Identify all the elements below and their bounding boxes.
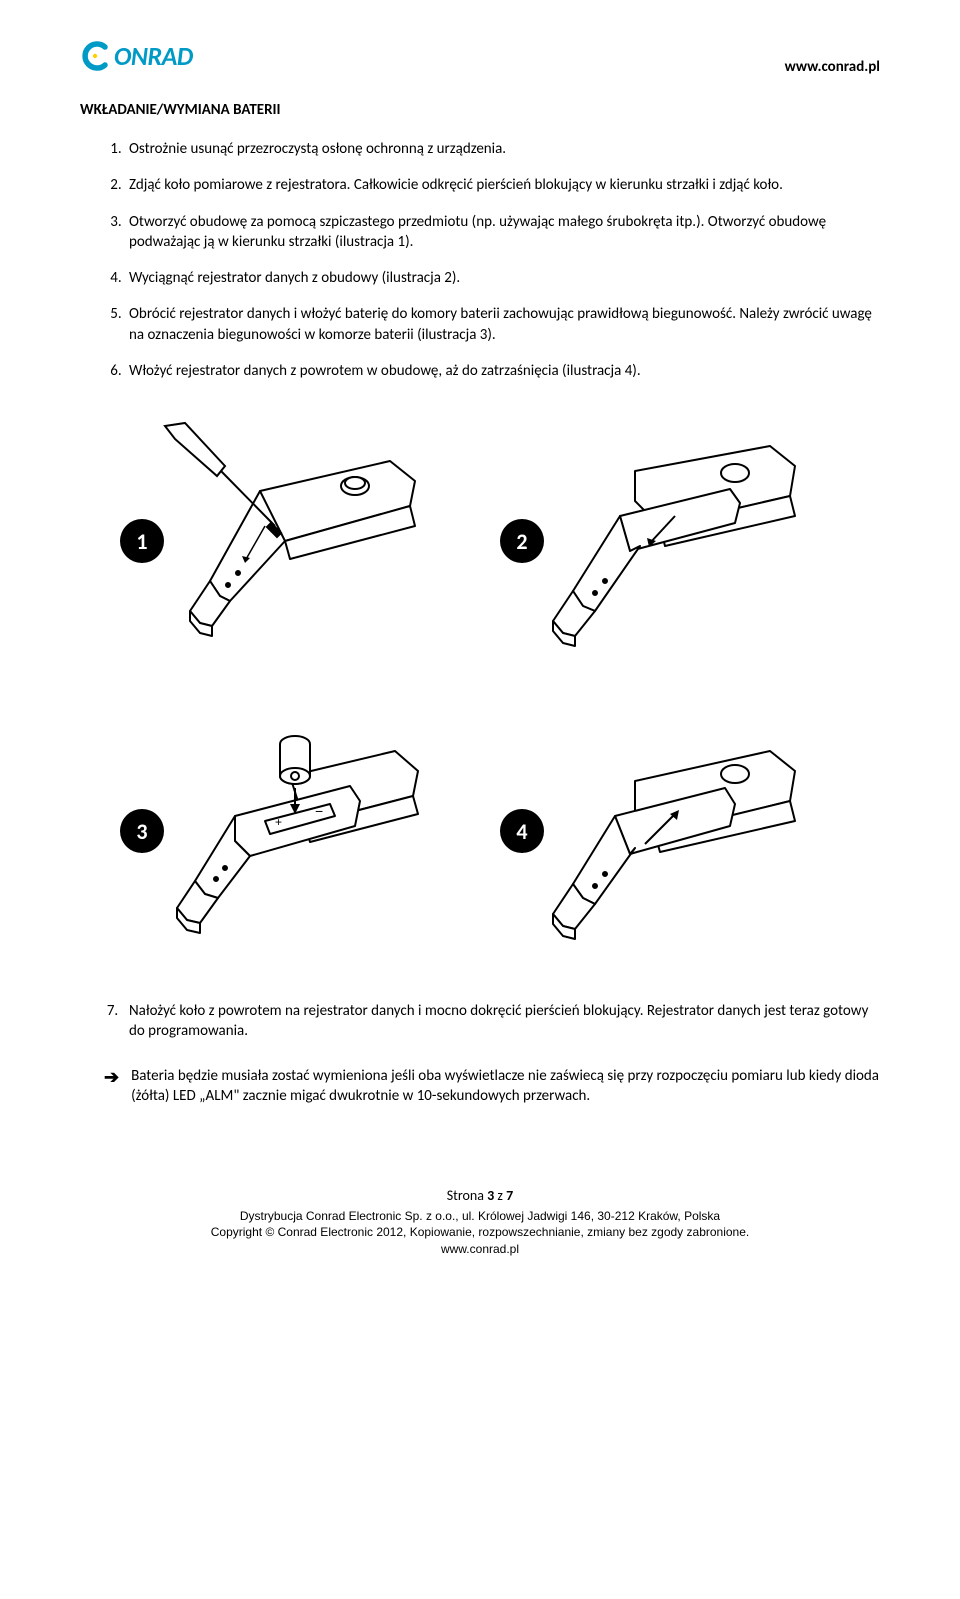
step-5: Obrócić rejestrator danych i włożyć bate… xyxy=(125,304,880,345)
page-total: 7 xyxy=(506,1187,513,1204)
page-header: ONRAD www.conrad.pl xyxy=(80,40,880,76)
illustration-2: 2 xyxy=(500,411,840,671)
arrow-icon: ➔ xyxy=(104,1066,119,1107)
device-illustration-4-icon xyxy=(525,711,815,951)
illustration-badge-1: 1 xyxy=(120,519,164,563)
illustration-badge-2: 2 xyxy=(500,519,544,563)
page-number: Strona 3 z 7 xyxy=(80,1186,880,1206)
svg-text:−: − xyxy=(315,803,323,819)
illustration-badge-4: 4 xyxy=(500,809,544,853)
illustrations-block: 1 xyxy=(80,411,880,961)
note-text: Bateria będzie musiała zostać wymieniona… xyxy=(131,1066,880,1107)
illustration-badge-3: 3 xyxy=(120,809,164,853)
device-illustration-3-icon: + − xyxy=(145,711,435,951)
device-illustration-2-icon xyxy=(525,421,815,661)
device-illustration-1-icon xyxy=(145,421,435,661)
logo-c-icon xyxy=(80,41,110,71)
footer-copyright: Copyright © Conrad Electronic 2012, Kopi… xyxy=(80,1224,880,1241)
illustration-4: 4 xyxy=(500,701,840,961)
footer-url: www.conrad.pl xyxy=(80,1241,880,1258)
illustration-row-2: 3 + − xyxy=(80,701,880,961)
step-2: Zdjąć koło pomiarowe z rejestratora. Cał… xyxy=(125,175,880,195)
logo-text: ONRAD xyxy=(114,40,193,72)
step-4: Wyciągnąć rejestrator danych z obudowy (… xyxy=(125,268,880,288)
svg-text:+: + xyxy=(275,815,282,829)
instructions-list: Ostrożnie usunąć przezroczystą osłonę oc… xyxy=(80,139,880,381)
step-3: Otworzyć obudowę za pomocą szpiczastego … xyxy=(125,212,880,253)
page-prefix: Strona xyxy=(447,1187,487,1204)
page-sep: z xyxy=(494,1187,506,1204)
note-block: ➔ Bateria będzie musiała zostać wymienio… xyxy=(80,1066,880,1107)
step-6: Włożyć rejestrator danych z powrotem w o… xyxy=(125,361,880,381)
section-heading: WKŁADANIE/WYMIANA BATERII xyxy=(80,101,880,119)
illustration-1: 1 xyxy=(120,411,460,671)
header-url: www.conrad.pl xyxy=(785,58,880,76)
brand-logo: ONRAD xyxy=(80,40,193,72)
illustration-3: 3 + − xyxy=(120,701,460,961)
instructions-list-continued: Nałożyć koło z powrotem na rejestrator d… xyxy=(80,1001,880,1042)
footer-distribution: Dystrybucja Conrad Electronic Sp. z o.o.… xyxy=(80,1208,880,1225)
page-footer: Strona 3 z 7 Dystrybucja Conrad Electron… xyxy=(80,1186,880,1258)
step-7: Nałożyć koło z powrotem na rejestrator d… xyxy=(125,1001,880,1042)
step-1: Ostrożnie usunąć przezroczystą osłonę oc… xyxy=(125,139,880,159)
illustration-row-1: 1 xyxy=(80,411,880,671)
